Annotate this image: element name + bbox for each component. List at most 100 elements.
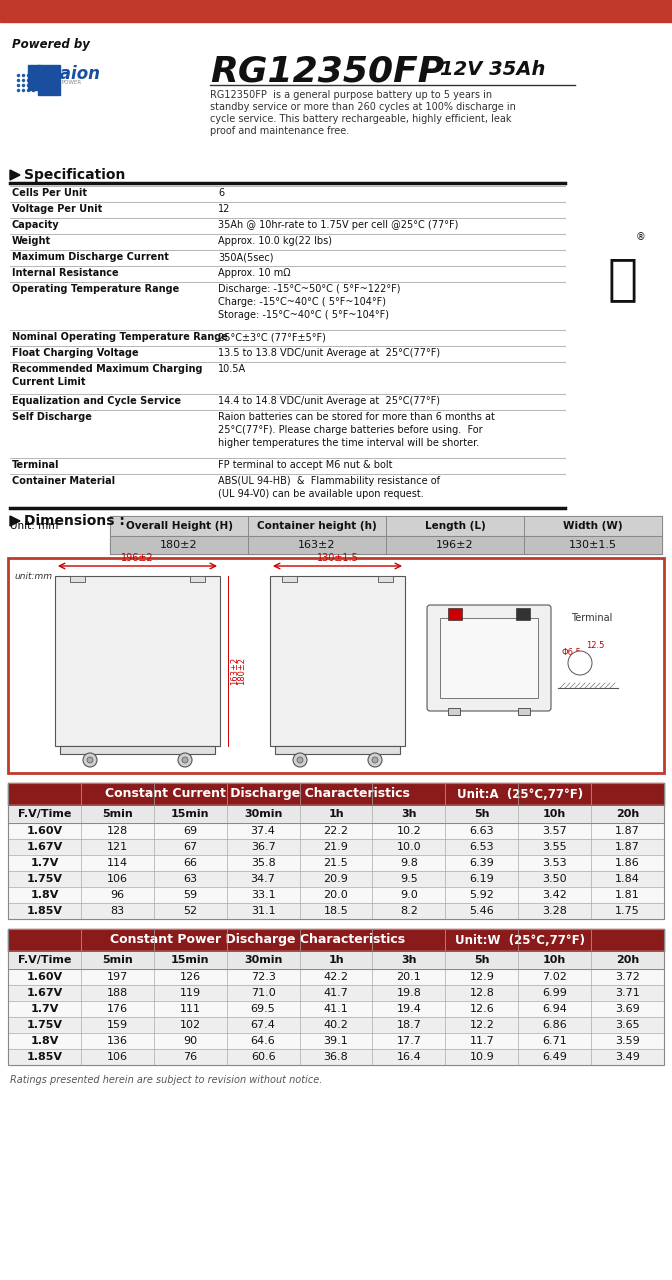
Bar	[516, 608, 530, 620]
Text: F.V/Time: F.V/Time	[17, 809, 71, 819]
Bar	[8, 805, 664, 823]
Bar	[8, 929, 664, 1065]
Text: 18.5: 18.5	[324, 906, 348, 916]
Text: Constant Current Discharge Characteristics: Constant Current Discharge Characteristi…	[105, 787, 410, 800]
Text: 1h: 1h	[328, 955, 344, 965]
Text: 1.87: 1.87	[615, 826, 640, 836]
Bar	[440, 618, 538, 698]
Text: Unit:W  (25°C,77°F): Unit:W (25°C,77°F)	[455, 933, 585, 946]
Text: 3h: 3h	[401, 809, 417, 819]
Bar	[275, 746, 400, 754]
Text: 176: 176	[107, 1004, 128, 1014]
Text: 69: 69	[183, 826, 198, 836]
Text: 63: 63	[183, 874, 197, 884]
Bar	[270, 576, 405, 746]
Text: 7.02: 7.02	[542, 972, 567, 982]
Text: Raion batteries can be stored for more than 6 months at
25°C(77°F). Please charg: Raion batteries can be stored for more t…	[218, 412, 495, 448]
Text: 1.60V: 1.60V	[26, 826, 62, 836]
Text: 111: 111	[179, 1004, 201, 1014]
Text: Equalization and Cycle Service: Equalization and Cycle Service	[12, 396, 181, 406]
Circle shape	[178, 753, 192, 767]
Text: 67.4: 67.4	[251, 1020, 276, 1030]
Text: 188: 188	[107, 988, 128, 998]
Text: 1.7V: 1.7V	[30, 858, 58, 868]
Text: 3.59: 3.59	[615, 1036, 640, 1046]
Text: Container height (h): Container height (h)	[257, 521, 377, 531]
Bar	[8, 558, 664, 773]
Text: 3.72: 3.72	[615, 972, 640, 982]
Text: 14.4 to 14.8 VDC/unit Average at  25°C(77°F): 14.4 to 14.8 VDC/unit Average at 25°C(77…	[218, 396, 440, 406]
Text: 37.4: 37.4	[251, 826, 276, 836]
Text: 12V 35Ah: 12V 35Ah	[440, 60, 546, 79]
Text: Voltage Per Unit: Voltage Per Unit	[12, 204, 102, 214]
Text: 196±2: 196±2	[121, 553, 154, 563]
Text: 1.81: 1.81	[615, 890, 640, 900]
Bar	[448, 608, 462, 620]
Text: Raion: Raion	[48, 65, 101, 83]
Bar	[28, 65, 40, 90]
Text: 3.42: 3.42	[542, 890, 567, 900]
Text: unit:mm: unit:mm	[14, 572, 52, 581]
Bar	[0, 0, 672, 22]
Text: Discharge: -15°C~50°C ( 5°F~122°F)
Charge: -15°C~40°C ( 5°F~104°F)
Storage: -15°: Discharge: -15°C~50°C ( 5°F~122°F) Charg…	[218, 284, 401, 320]
Text: 76: 76	[183, 1052, 198, 1062]
Text: Φ6.5: Φ6.5	[562, 648, 582, 657]
Text: ®: ®	[636, 232, 646, 242]
Text: 64.6: 64.6	[251, 1036, 276, 1046]
Text: 17.7: 17.7	[396, 1036, 421, 1046]
Bar	[8, 951, 664, 969]
Text: 5min: 5min	[102, 809, 132, 819]
Bar	[8, 783, 664, 805]
Text: 1.8V: 1.8V	[30, 1036, 58, 1046]
Text: 10h: 10h	[543, 955, 566, 965]
Text: 20.0: 20.0	[324, 890, 348, 900]
Bar	[8, 838, 664, 855]
Circle shape	[297, 756, 303, 763]
Text: 1.75V: 1.75V	[26, 1020, 62, 1030]
Circle shape	[368, 753, 382, 767]
Text: Nominal Operating Temperature Range: Nominal Operating Temperature Range	[12, 332, 228, 342]
Text: 12.5: 12.5	[586, 641, 604, 650]
Text: 6.71: 6.71	[542, 1036, 567, 1046]
Text: 10.9: 10.9	[470, 1052, 494, 1062]
Text: 10h: 10h	[543, 809, 566, 819]
Text: 16.4: 16.4	[396, 1052, 421, 1062]
Text: 21.9: 21.9	[323, 842, 349, 852]
Text: 42.2: 42.2	[323, 972, 349, 982]
Text: 5.92: 5.92	[469, 890, 494, 900]
Text: 6.94: 6.94	[542, 1004, 567, 1014]
Text: 1.75: 1.75	[615, 906, 640, 916]
Text: 96: 96	[110, 890, 124, 900]
Circle shape	[293, 753, 307, 767]
Text: 36.7: 36.7	[251, 842, 276, 852]
Text: RG12350FP  is a general purpose battery up to 5 years in: RG12350FP is a general purpose battery u…	[210, 90, 492, 100]
Text: 30min: 30min	[244, 955, 282, 965]
Text: Width (W): Width (W)	[563, 521, 623, 531]
Text: 59: 59	[183, 890, 198, 900]
Text: 3.49: 3.49	[615, 1052, 640, 1062]
Text: Recommended Maximum Charging
Current Limit: Recommended Maximum Charging Current Lim…	[12, 364, 202, 387]
Bar	[110, 516, 662, 536]
Text: 12.8: 12.8	[469, 988, 494, 998]
Text: 18.7: 18.7	[396, 1020, 421, 1030]
Text: 163±2: 163±2	[230, 657, 239, 685]
Text: 20.9: 20.9	[323, 874, 349, 884]
Text: 41.7: 41.7	[323, 988, 349, 998]
Bar	[60, 746, 215, 754]
Bar	[448, 708, 460, 716]
Text: Capacity: Capacity	[12, 220, 60, 230]
Bar	[8, 1033, 664, 1050]
Text: F.V/Time: F.V/Time	[17, 955, 71, 965]
Text: 6.19: 6.19	[470, 874, 494, 884]
Text: 1.60V: 1.60V	[26, 972, 62, 982]
Bar	[8, 969, 664, 986]
Bar	[8, 1018, 664, 1033]
Text: 159: 159	[107, 1020, 128, 1030]
Text: 3.28: 3.28	[542, 906, 567, 916]
Bar	[70, 576, 85, 582]
Text: 1.7V: 1.7V	[30, 1004, 58, 1014]
FancyBboxPatch shape	[427, 605, 551, 710]
Text: 1.8V: 1.8V	[30, 890, 58, 900]
Bar	[8, 1050, 664, 1065]
Text: 5h: 5h	[474, 809, 489, 819]
